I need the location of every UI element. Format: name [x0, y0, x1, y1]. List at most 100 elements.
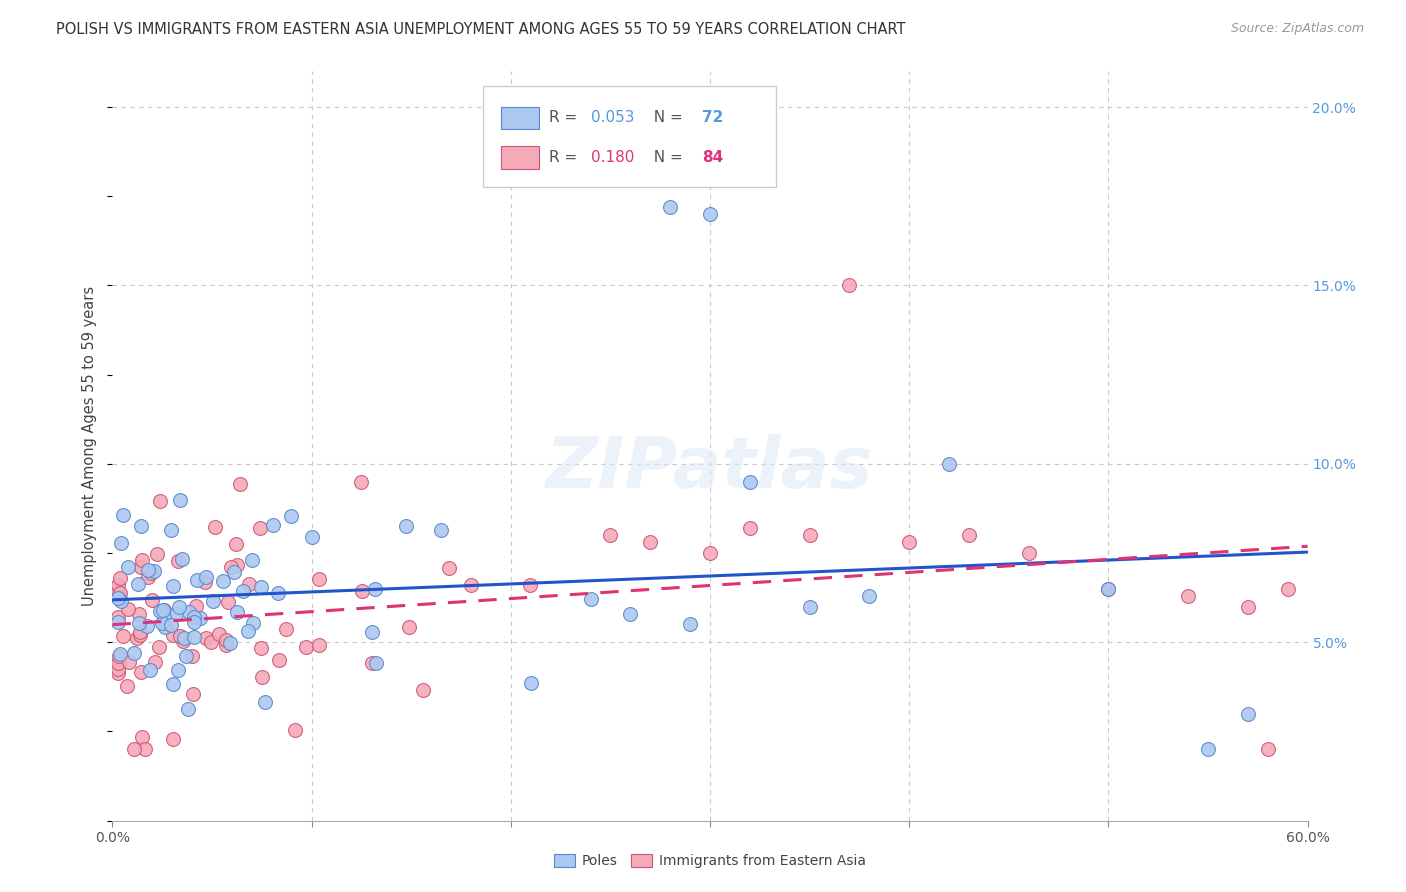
Text: N =: N =: [644, 111, 688, 125]
Point: [129, 519, 152, 533]
Point: [172, 634, 194, 648]
Point: [160, 523, 183, 537]
Point: [194, 570, 217, 584]
Point: [1018, 546, 1040, 560]
FancyBboxPatch shape: [501, 146, 538, 169]
Point: [253, 695, 276, 709]
Y-axis label: Unemployment Among Ages 55 to 59 years: Unemployment Among Ages 55 to 59 years: [82, 286, 97, 606]
Point: [107, 615, 129, 629]
Point: [738, 475, 761, 489]
Point: [169, 629, 191, 643]
Point: [162, 628, 184, 642]
Point: [364, 582, 387, 596]
Text: N =: N =: [644, 150, 688, 165]
Point: [738, 521, 761, 535]
Point: [195, 632, 218, 646]
Point: [142, 564, 165, 578]
Point: [200, 634, 222, 648]
Point: [1097, 582, 1119, 596]
Point: [145, 548, 167, 562]
Point: [799, 528, 821, 542]
Point: [107, 577, 129, 591]
Point: [238, 576, 260, 591]
Text: POLISH VS IMMIGRANTS FROM EASTERN ASIA UNEMPLOYMENT AMONG AGES 55 TO 59 YEARS CO: POLISH VS IMMIGRANTS FROM EASTERN ASIA U…: [56, 22, 905, 37]
Point: [183, 687, 205, 701]
Legend: Poles, Immigrants from Eastern Asia: Poles, Immigrants from Eastern Asia: [548, 848, 872, 873]
Point: [131, 553, 153, 567]
Point: [110, 535, 132, 549]
Point: [364, 656, 387, 670]
FancyBboxPatch shape: [501, 106, 538, 129]
Point: [211, 574, 233, 588]
Point: [176, 648, 198, 663]
Point: [412, 682, 434, 697]
Point: [699, 546, 721, 560]
Point: [165, 607, 187, 621]
Point: [240, 553, 263, 567]
Point: [107, 610, 129, 624]
Point: [619, 607, 641, 621]
Text: Source: ZipAtlas.com: Source: ZipAtlas.com: [1230, 22, 1364, 36]
Point: [169, 492, 191, 507]
Point: [361, 624, 384, 639]
Point: [139, 566, 162, 580]
Point: [679, 617, 702, 632]
Point: [1197, 742, 1219, 756]
Point: [640, 535, 662, 549]
Point: [350, 475, 373, 489]
Point: [226, 605, 249, 619]
Point: [129, 665, 152, 680]
Point: [249, 521, 271, 535]
Point: [167, 663, 190, 677]
Point: [125, 631, 148, 645]
Point: [166, 554, 188, 568]
Point: [162, 579, 184, 593]
Point: [219, 560, 242, 574]
Point: [128, 607, 150, 621]
Point: [799, 599, 821, 614]
Point: [217, 595, 239, 609]
Point: [117, 560, 139, 574]
Point: [1237, 599, 1260, 614]
Point: [162, 677, 184, 691]
Point: [308, 572, 330, 586]
Point: [117, 679, 139, 693]
Point: [208, 627, 231, 641]
Point: [107, 583, 129, 598]
Point: [599, 528, 621, 542]
Point: [519, 578, 541, 592]
Point: [177, 605, 200, 619]
Point: [295, 640, 318, 654]
Point: [280, 508, 302, 523]
Point: [352, 584, 374, 599]
Point: [269, 653, 291, 667]
Point: [262, 517, 284, 532]
Point: [460, 577, 482, 591]
Text: 0.180: 0.180: [591, 150, 634, 165]
Point: [136, 570, 159, 584]
Point: [110, 571, 132, 585]
Point: [1097, 582, 1119, 596]
Point: [938, 457, 960, 471]
Point: [110, 594, 132, 608]
Point: [128, 625, 150, 640]
Point: [177, 701, 200, 715]
Point: [308, 639, 330, 653]
Point: [118, 655, 141, 669]
Point: [143, 656, 166, 670]
Point: [360, 657, 382, 671]
Point: [111, 629, 134, 643]
Point: [148, 640, 170, 655]
Point: [252, 670, 274, 684]
Point: [215, 638, 238, 652]
FancyBboxPatch shape: [484, 87, 776, 187]
Point: [202, 593, 225, 607]
Point: [699, 207, 721, 221]
Point: [173, 631, 195, 645]
Point: [186, 599, 208, 613]
Point: [153, 620, 176, 634]
Point: [188, 611, 211, 625]
Point: [107, 656, 129, 670]
Point: [274, 622, 297, 636]
Point: [218, 635, 240, 649]
